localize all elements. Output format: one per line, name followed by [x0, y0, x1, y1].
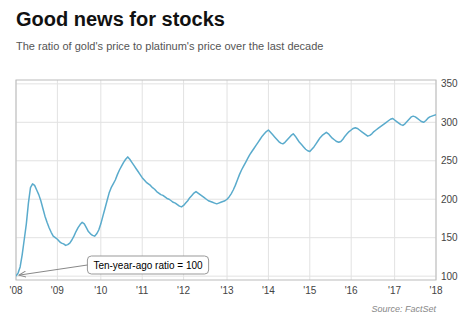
chart: Good news for stocks The ratio of gold's …: [0, 0, 474, 316]
x-tick-label: '17: [388, 285, 401, 296]
x-tick-label: '16: [345, 285, 358, 296]
y-tick-label: 300: [441, 117, 458, 128]
y-grid-line: [16, 83, 436, 84]
line-group: [16, 115, 436, 277]
x-tick-label: '18: [429, 285, 442, 296]
y-tick-label: 100: [441, 271, 458, 282]
x-tick-label: '12: [177, 285, 190, 296]
x-tick-label: '11: [136, 285, 149, 296]
y-tick-label: 200: [441, 194, 458, 205]
annotation-text: Ten-year-ago ratio = 100: [93, 260, 203, 271]
x-grid-line: [57, 80, 58, 280]
annotation-box: [87, 256, 208, 274]
x-tick-label: '15: [303, 285, 316, 296]
x-tick-label: '13: [221, 285, 234, 296]
x-grid-line: [142, 80, 143, 280]
grid: [16, 80, 436, 280]
y-tick-label: 350: [441, 78, 458, 89]
x-grid-line: [268, 80, 269, 280]
annotation: Ten-year-ago ratio = 100: [19, 256, 209, 275]
y-grid-line: [16, 276, 436, 277]
data-line: [16, 115, 436, 277]
annotation-arrow: [19, 265, 87, 275]
x-grid-line: [309, 80, 310, 280]
x-grid-line: [351, 80, 352, 280]
x-tick-label: '08: [9, 285, 22, 296]
x-grid-line: [100, 80, 101, 280]
x-tick-label: '14: [262, 285, 275, 296]
x-grid-line: [227, 80, 228, 280]
y-tick-label: 250: [441, 155, 458, 166]
x-tick-label: '09: [51, 285, 64, 296]
x-grid-line: [183, 80, 184, 280]
x-tick-label: '10: [94, 285, 107, 296]
title: Good news for stocks: [16, 8, 225, 30]
y-grid-line: [16, 122, 436, 123]
plot-frame: [16, 80, 436, 280]
source: Source: FactSet: [371, 304, 436, 314]
y-grid-line: [16, 237, 436, 238]
y-grid-line: [16, 160, 436, 161]
subtitle: The ratio of gold's price to platinum's …: [16, 40, 323, 52]
x-grid-line: [394, 80, 395, 280]
y-tick-label: 150: [441, 232, 458, 243]
